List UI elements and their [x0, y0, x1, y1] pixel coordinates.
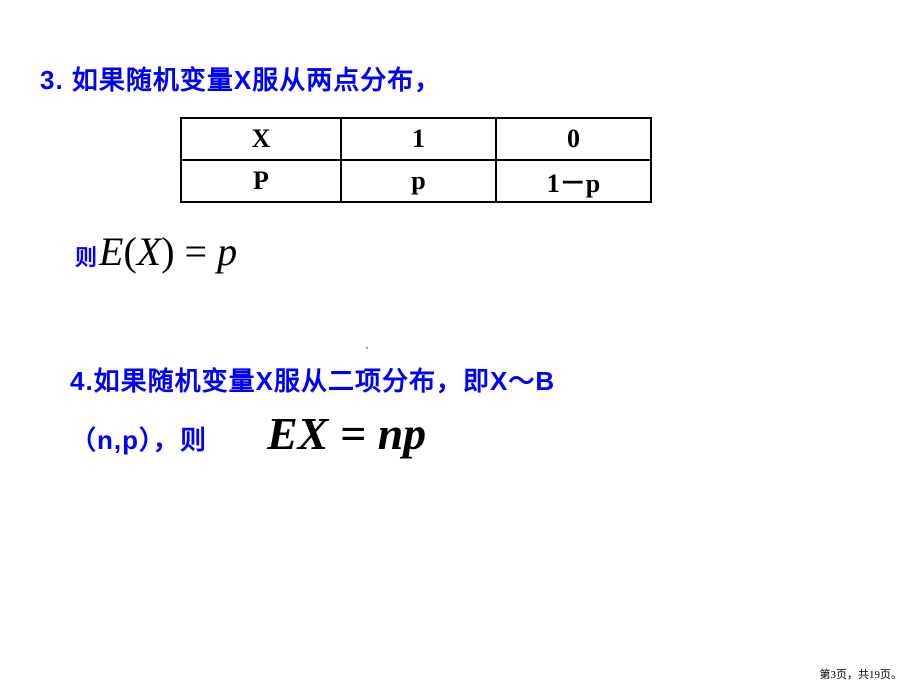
table-cell: 0 — [496, 118, 651, 160]
binomial-expectation-formula: EX = np — [267, 407, 426, 460]
formula-part: ) — [161, 229, 174, 274]
table-cell: p — [341, 160, 496, 202]
distribution-table: X 1 0 P p 1－p — [180, 117, 652, 203]
footer-total: 19 — [869, 669, 880, 681]
footer-prefix: 第 — [820, 669, 831, 681]
slide: 3. 如果随机变量X服从两点分布， X 1 0 P p 1－p 则 E(X) =… — [0, 0, 920, 690]
heading-3: 3. 如果随机变量X服从两点分布， — [40, 60, 880, 97]
table-row: P p 1－p — [181, 160, 651, 202]
then-label: 则 — [75, 240, 97, 272]
footer-suffix: 页。 — [880, 669, 902, 681]
table-cell: P — [181, 160, 341, 202]
table-cell: 1 — [341, 118, 496, 160]
table-cell: X — [181, 118, 341, 160]
formula-part: X — [137, 229, 161, 274]
table-cell: 1－p — [496, 160, 651, 202]
formula-part: p — [217, 229, 237, 274]
formula-part: ( — [123, 229, 136, 274]
expectation-formula: E(X) = p — [99, 228, 237, 275]
page-footer: 第3页，共19页。 — [820, 666, 903, 682]
footer-mid: 页，共 — [836, 669, 869, 681]
formula-part: E — [99, 229, 123, 274]
formula-part: = — [175, 229, 218, 274]
heading-4-line2: （n,p），则 EX = np — [70, 407, 880, 460]
heading-4-line2-text: （n,p），则 — [70, 420, 207, 457]
then-line: 则 E(X) = p — [75, 228, 880, 275]
dot-icon: · — [365, 340, 369, 354]
table-row: X 1 0 — [181, 118, 651, 160]
distribution-table-wrap: X 1 0 P p 1－p — [180, 117, 880, 203]
heading-4-line1: 4.如果随机变量X服从二项分布，即X～B — [70, 355, 880, 407]
